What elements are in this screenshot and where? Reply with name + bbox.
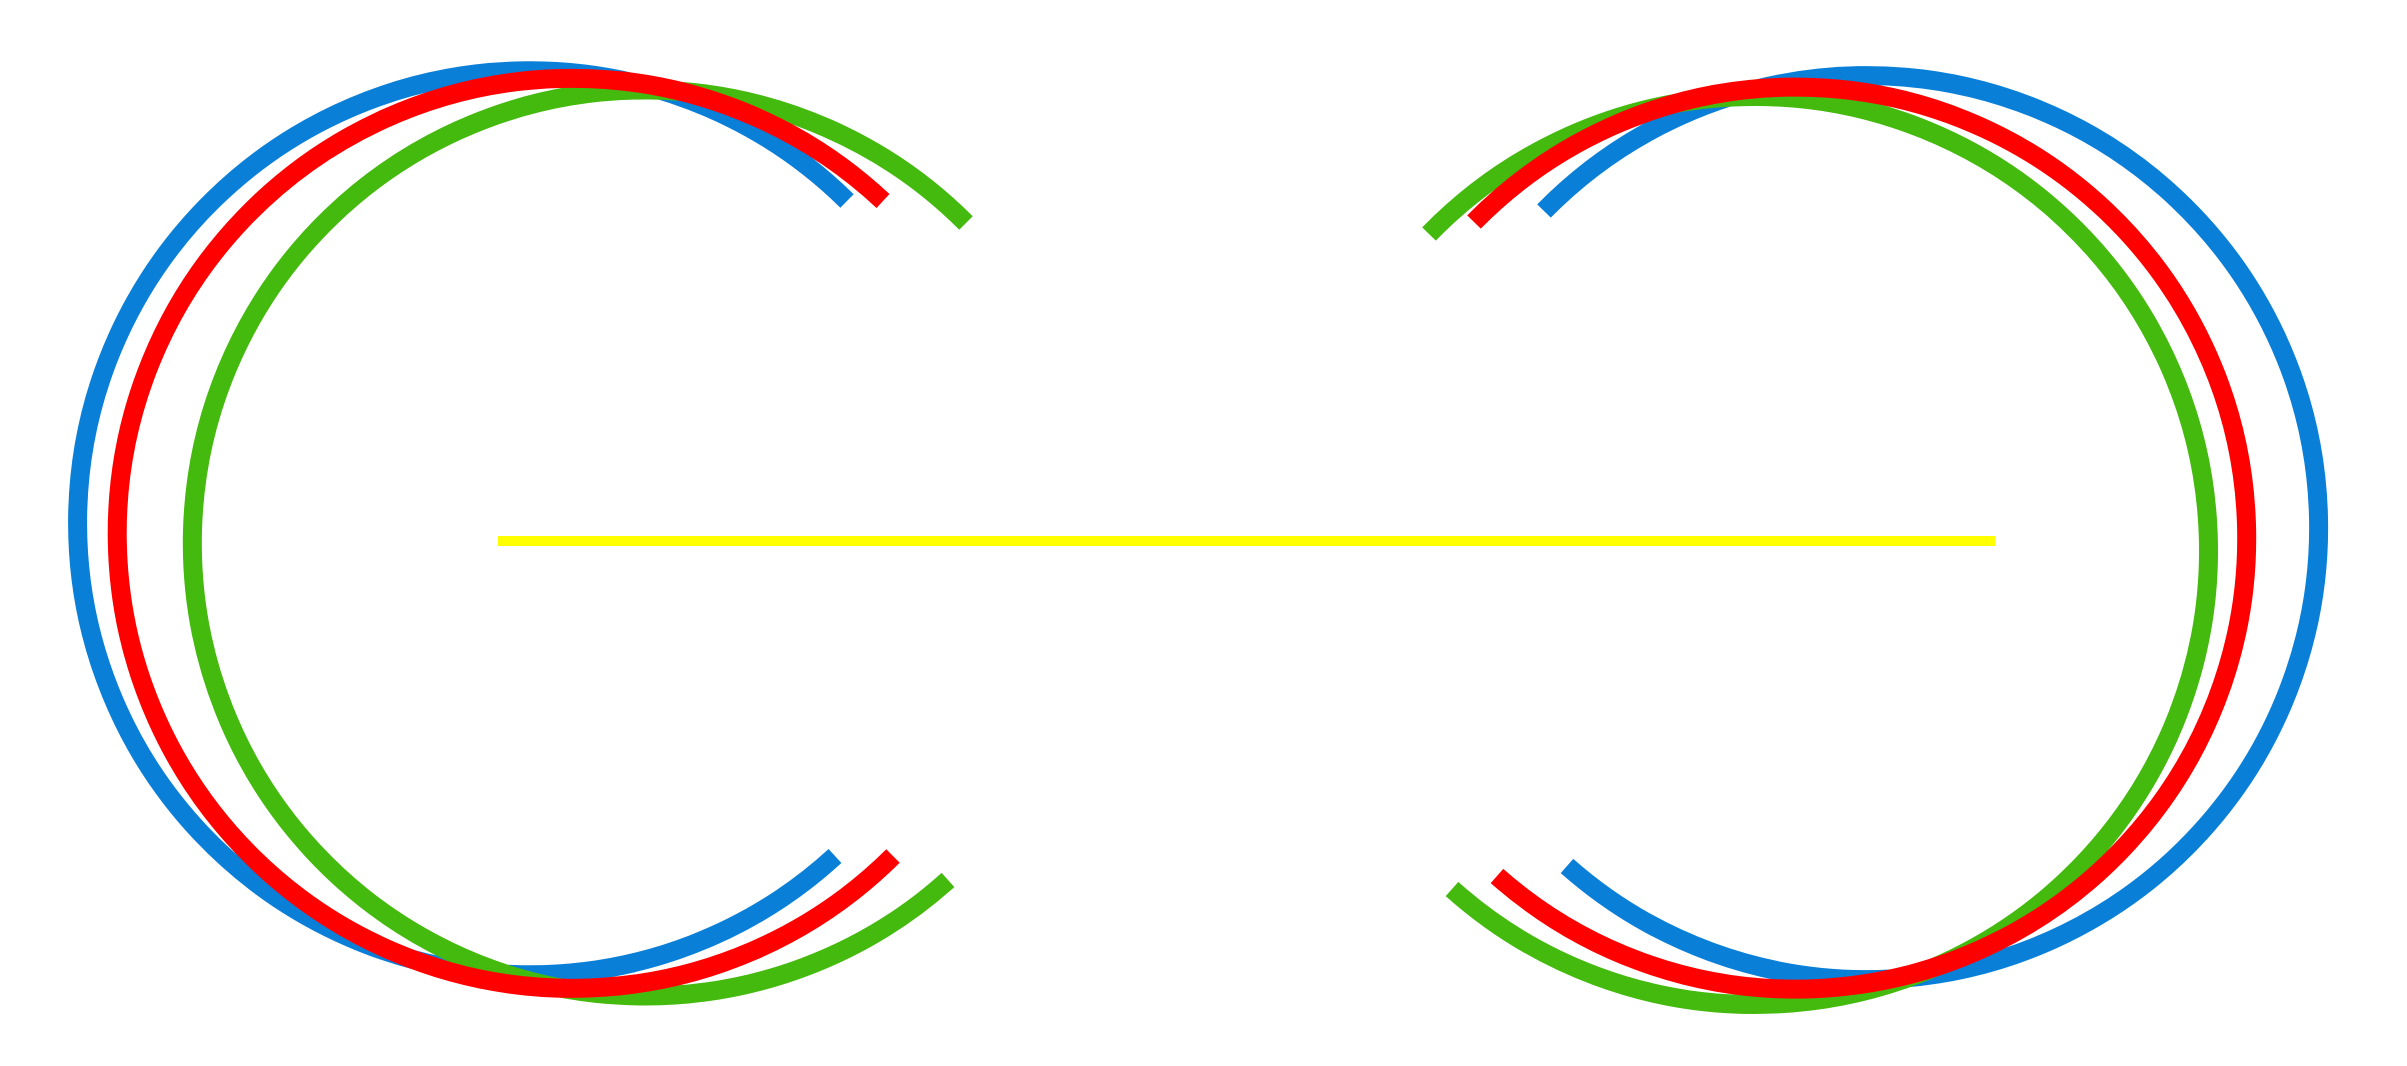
left-arc-group (68, 61, 973, 1006)
left-red-arc (107, 68, 900, 998)
right-arc-group (1422, 66, 2329, 1014)
right-red-arc (1467, 77, 2257, 999)
yellow-bar (498, 536, 1995, 546)
